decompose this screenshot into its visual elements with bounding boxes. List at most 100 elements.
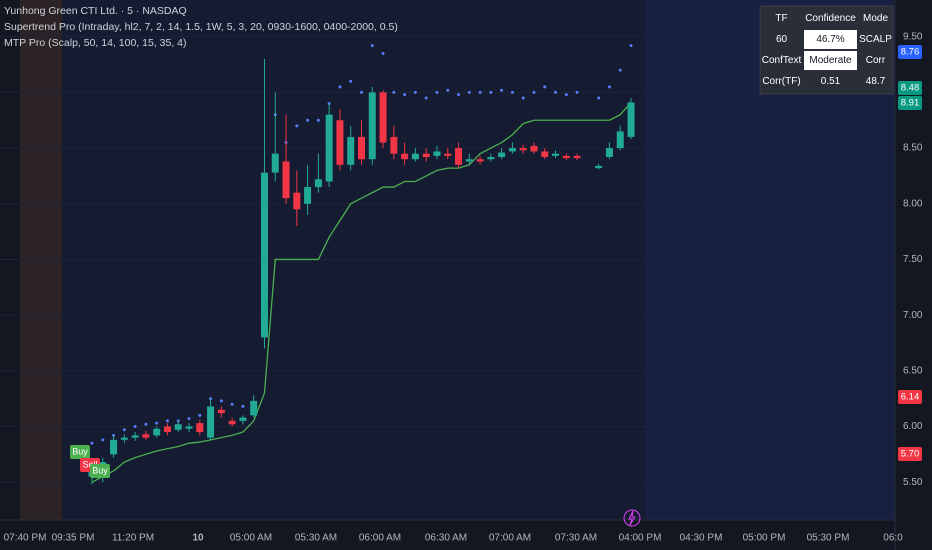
table-text: 48.7 (866, 76, 886, 87)
candle-body (541, 151, 549, 158)
table-text: Moderate (809, 55, 852, 66)
price-tag-label: 5.70 (901, 449, 920, 460)
candle-body (174, 424, 182, 430)
x-tick-label: 05:30 PM (807, 533, 850, 544)
signal-badge (90, 464, 110, 478)
band-dot (413, 90, 417, 94)
y-tick-label: 8.50 (903, 143, 923, 154)
candle-body (508, 148, 516, 152)
candle-body (627, 102, 635, 137)
candle-body (207, 406, 215, 438)
band-dot (543, 85, 547, 89)
band-dot (403, 93, 407, 97)
candle-body (185, 426, 193, 429)
table-cell (804, 30, 857, 49)
session-band (20, 0, 62, 520)
candle-body (487, 157, 495, 160)
price-tag-label: 8.91 (901, 98, 920, 109)
candle-body (271, 153, 279, 173)
candle-body (616, 131, 624, 149)
price-tag (898, 45, 922, 59)
candle-body (314, 179, 322, 188)
candle-body (293, 192, 301, 210)
price-tag (898, 390, 922, 404)
x-tick-label: 07:30 AM (555, 533, 597, 544)
x-tick-label: 05:30 AM (295, 533, 337, 544)
candle-body (304, 187, 312, 204)
band-dot (489, 90, 493, 94)
candle-body (142, 434, 150, 438)
band-dot (316, 118, 320, 122)
y-tick-label: 6.00 (903, 421, 923, 432)
candle-body (153, 428, 161, 436)
band-dot (424, 96, 428, 100)
indicator-label: Supertrend Pro (Intraday, hl2, 7, 2, 14,… (4, 21, 398, 33)
table-text: 0.51 (821, 76, 841, 87)
event-icon[interactable] (623, 509, 641, 527)
candle-body (131, 435, 139, 438)
signal-label: Sell (82, 459, 97, 469)
candle-body (455, 148, 463, 165)
candle-body (120, 437, 128, 440)
price-tag-label: 8.48 (901, 83, 920, 94)
band-dot (381, 51, 385, 55)
band-dot (554, 90, 558, 94)
x-tick-label: 04:00 PM (619, 533, 662, 544)
candle-body (444, 153, 452, 156)
x-tick-label: 06:00 AM (359, 533, 401, 544)
signal-label: Buy (72, 446, 88, 456)
candle-body (465, 159, 473, 162)
candle-body (368, 92, 376, 160)
band-dot (629, 44, 633, 48)
candle-body (562, 155, 570, 159)
table-text: 60 (776, 34, 788, 45)
table-text: Mode (863, 13, 888, 24)
band-dot (122, 428, 126, 432)
band-dot (446, 88, 450, 92)
price-tag (898, 81, 922, 95)
price-tag (898, 447, 922, 461)
candle-body (573, 155, 581, 159)
candle-body (605, 148, 613, 158)
candle-body (196, 423, 204, 433)
band-dot (510, 90, 514, 94)
table-text: Corr(TF) (762, 76, 800, 87)
band-dot (457, 93, 461, 97)
candle-body (250, 400, 258, 416)
table-text: TF (775, 13, 787, 24)
band-dot (165, 419, 169, 423)
plot (0, 36, 895, 485)
trend-line (91, 102, 632, 483)
table-text: Corr (866, 55, 886, 66)
band-dot (597, 96, 601, 100)
candle-body (401, 153, 409, 160)
band-dot (435, 90, 439, 94)
candle-body (476, 159, 484, 162)
candle-body (433, 151, 441, 156)
band-dot (500, 88, 504, 92)
x-tick-label: 07:00 AM (489, 533, 531, 544)
x-tick-label: 07:40 PM (4, 533, 47, 544)
band-dot (532, 90, 536, 94)
candle-body (358, 136, 365, 160)
candle-body (325, 114, 333, 182)
signal-badge (70, 445, 90, 459)
band-dot (230, 402, 234, 406)
x-tick-label: 05:00 PM (743, 533, 786, 544)
x-tick-label: 04:30 PM (680, 533, 723, 544)
candle-body (552, 153, 560, 156)
event-icon[interactable] (628, 510, 636, 526)
band-dot (144, 422, 148, 426)
band-dot (618, 68, 622, 72)
candle-body (595, 165, 603, 169)
y-tick-label: 5.50 (903, 477, 923, 488)
table-text: 46.7% (816, 34, 844, 45)
candle-body (228, 420, 236, 425)
band-dot (349, 79, 353, 83)
band-dot (370, 44, 374, 48)
x-tick-label: 06:0 (883, 533, 903, 544)
band-dot (521, 96, 525, 100)
band-dot (187, 417, 191, 421)
